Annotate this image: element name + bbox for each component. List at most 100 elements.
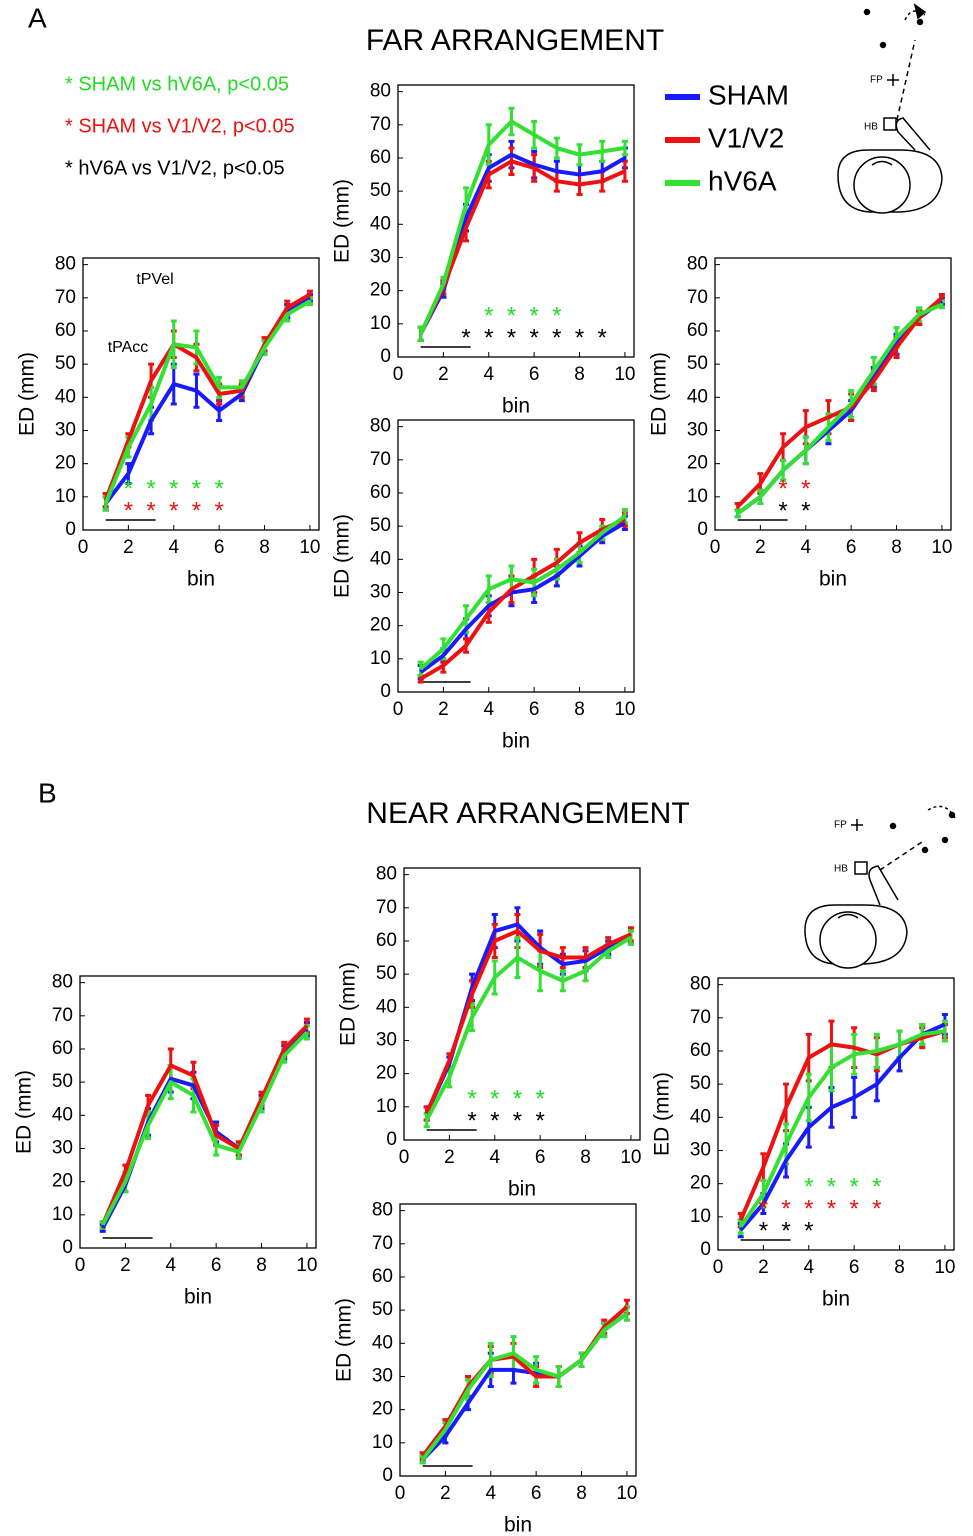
significance-marker: * xyxy=(535,1107,544,1134)
significance-marker: * xyxy=(461,324,470,351)
x-tick-label: 6 xyxy=(214,537,225,558)
significance-marker: * xyxy=(535,1085,544,1112)
significance-marker: * xyxy=(759,1217,768,1244)
x-tick-label: 6 xyxy=(211,1255,222,1276)
diagram-label: FP xyxy=(834,820,847,831)
significance-marker: * xyxy=(507,324,516,351)
legend-label: V1/V2 xyxy=(708,122,784,153)
x-tick-label: 10 xyxy=(931,537,952,558)
axes-box xyxy=(79,975,317,1249)
x-tick-label: 10 xyxy=(296,1255,317,1276)
y-tick-label: 60 xyxy=(690,1040,711,1061)
significance-marker: * xyxy=(598,324,607,351)
series-line xyxy=(421,1311,629,1461)
series-line xyxy=(736,299,944,516)
x-tick-label: 10 xyxy=(299,537,320,558)
series-line xyxy=(419,514,627,671)
y-tick-label: 50 xyxy=(52,1071,73,1092)
y-tick-label: 40 xyxy=(370,213,391,234)
y-axis-label: ED (mm) xyxy=(337,962,360,1046)
y-tick-label: 20 xyxy=(372,1399,393,1420)
significance-marker: * xyxy=(214,475,223,502)
significance-marker: * xyxy=(146,475,155,502)
series-line xyxy=(739,1022,946,1232)
significance-marker: * xyxy=(124,497,133,524)
axes-box xyxy=(397,84,635,358)
x-tick-label: 4 xyxy=(483,364,494,385)
y-tick-label: 80 xyxy=(52,972,73,993)
axes-box xyxy=(717,977,955,1251)
series-line xyxy=(100,1024,309,1226)
series-line xyxy=(418,119,626,335)
y-tick-label: 50 xyxy=(370,180,391,201)
x-tick-label: 2 xyxy=(755,537,766,558)
significance-marker: * xyxy=(192,497,201,524)
significance-marker: * xyxy=(513,1107,522,1134)
y-tick-label: 30 xyxy=(370,247,391,268)
legend-label: hV6A xyxy=(708,165,777,196)
y-tick-label: 80 xyxy=(687,254,708,275)
x-tick-label: 2 xyxy=(444,1147,455,1168)
y-tick-label: 0 xyxy=(65,519,76,540)
x-tick-label: 10 xyxy=(620,1147,641,1168)
y-tick-label: 70 xyxy=(55,287,76,308)
x-tick-label: 8 xyxy=(574,364,585,385)
y-tick-label: 80 xyxy=(370,416,391,437)
y-tick-label: 10 xyxy=(52,1204,73,1225)
x-tick-label: 8 xyxy=(574,699,585,720)
x-tick-label: 6 xyxy=(529,364,540,385)
diagram-label: HB xyxy=(834,864,848,875)
significance-marker: * xyxy=(575,324,584,351)
x-tick-label: 8 xyxy=(580,1147,591,1168)
x-axis-label: bin xyxy=(502,730,530,753)
y-tick-label: 60 xyxy=(52,1038,73,1059)
significance-marker: * xyxy=(781,1195,790,1222)
x-tick-label: 4 xyxy=(803,1257,814,1278)
y-tick-label: 10 xyxy=(687,486,708,507)
x-tick-label: 6 xyxy=(531,1483,542,1504)
significance-marker: * xyxy=(804,1217,813,1244)
y-tick-label: 20 xyxy=(687,453,708,474)
y-tick-label: 70 xyxy=(370,449,391,470)
y-axis-label: ED (mm) xyxy=(648,352,671,436)
significance-marker: * xyxy=(467,1085,476,1112)
x-tick-label: 6 xyxy=(849,1257,860,1278)
significance-marker: * xyxy=(759,1195,768,1222)
y-tick-label: 30 xyxy=(687,420,708,441)
significance-marker: * xyxy=(529,324,538,351)
significance-legend: * SHAM vs hV6A, p<0.05 xyxy=(65,73,289,95)
y-tick-label: 70 xyxy=(690,1007,711,1028)
significance-marker: * xyxy=(827,1173,836,1200)
x-tick-label: 10 xyxy=(616,1483,637,1504)
x-tick-label: 2 xyxy=(120,1255,131,1276)
y-axis-label: ED (mm) xyxy=(16,352,39,436)
y-tick-label: 10 xyxy=(690,1206,711,1227)
x-tick-label: 10 xyxy=(614,699,635,720)
series-line xyxy=(736,296,944,509)
x-tick-label: 2 xyxy=(440,1483,451,1504)
significance-marker: * xyxy=(804,1195,813,1222)
axes-box xyxy=(82,257,320,531)
y-tick-label: 0 xyxy=(386,1129,397,1150)
x-tick-label: 0 xyxy=(393,364,404,385)
y-tick-label: 80 xyxy=(55,254,76,275)
y-tick-label: 50 xyxy=(690,1073,711,1094)
significance-marker: * xyxy=(801,475,810,502)
x-tick-label: 2 xyxy=(758,1257,769,1278)
y-tick-label: 50 xyxy=(376,963,397,984)
y-tick-label: 60 xyxy=(55,320,76,341)
axes-box xyxy=(403,867,641,1141)
y-tick-label: 70 xyxy=(376,897,397,918)
series-line xyxy=(100,1030,309,1226)
annotation: tPAcc xyxy=(108,339,149,356)
x-axis-label: bin xyxy=(504,1514,532,1536)
y-tick-label: 40 xyxy=(55,386,76,407)
y-tick-label: 0 xyxy=(700,1239,711,1260)
y-tick-label: 50 xyxy=(687,353,708,374)
y-tick-label: 30 xyxy=(370,582,391,603)
x-tick-label: 4 xyxy=(800,537,811,558)
significance-marker: * xyxy=(552,302,561,329)
significance-marker: * xyxy=(169,475,178,502)
y-tick-label: 20 xyxy=(370,280,391,301)
